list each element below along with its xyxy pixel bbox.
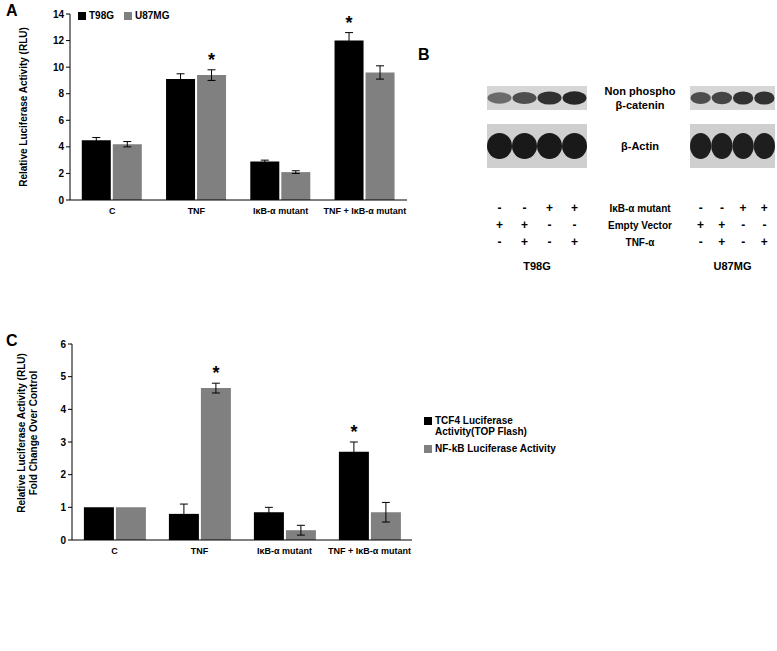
html-text:Relative Luciferase Activity (: Relative Luciferase Activity (RLU) xyxy=(16,353,27,513)
svg-text:4: 4 xyxy=(58,141,64,152)
svg-text:+: + xyxy=(697,218,704,232)
svg-text:*: * xyxy=(212,363,219,383)
svg-text:+: + xyxy=(546,201,553,215)
svg-text:TNF: TNF xyxy=(188,206,206,216)
svg-text:8: 8 xyxy=(58,88,64,99)
svg-text:TNF + IκB-α mutant: TNF + IκB-α mutant xyxy=(328,546,411,556)
svg-text:+: + xyxy=(740,201,747,215)
svg-text:TNF: TNF xyxy=(191,546,209,556)
svg-text:-: - xyxy=(741,218,745,232)
svg-text:12: 12 xyxy=(53,35,65,46)
svg-text:+: + xyxy=(496,218,503,232)
svg-text:+: + xyxy=(761,201,768,215)
html-text:U87MG: U87MG xyxy=(135,10,170,21)
svg-text:-: - xyxy=(573,218,577,232)
svg-text:10: 10 xyxy=(53,62,65,73)
svg-text:IκB-α mutant: IκB-α mutant xyxy=(609,203,671,214)
svg-text:Non phosphoβ-catenin: Non phosphoβ-catenin xyxy=(605,85,676,111)
svg-text:6: 6 xyxy=(58,115,64,126)
svg-text:*: * xyxy=(350,422,357,442)
svg-text:-: - xyxy=(548,218,552,232)
html-text:TCF4 Luciferase Activity(TOP F: TCF4 Luciferase Activity(TOP Flash) xyxy=(435,415,527,437)
svg-text:TNF-α: TNF-α xyxy=(626,237,656,248)
svg-text:-: - xyxy=(699,235,703,249)
svg-text:3: 3 xyxy=(60,437,66,448)
svg-text:*: * xyxy=(208,50,215,70)
svg-text:0: 0 xyxy=(58,195,64,206)
svg-text:+: + xyxy=(718,218,725,232)
html-text:NF-kB Luciferase Activity: NF-kB Luciferase Activity xyxy=(435,443,556,454)
html-text:Fold Change Over Control: Fold Change Over Control xyxy=(28,370,39,496)
svg-text:+: + xyxy=(521,218,528,232)
svg-text:B: B xyxy=(418,46,430,63)
svg-text:-: - xyxy=(548,235,552,249)
svg-text:0: 0 xyxy=(60,535,66,546)
html-text:Relative Luciferase Activity (: Relative Luciferase Activity (RLU) xyxy=(18,27,29,187)
svg-text:T98G: T98G xyxy=(523,260,551,272)
svg-text:IκB-α mutant: IκB-α mutant xyxy=(253,206,308,216)
svg-text:-: - xyxy=(741,235,745,249)
svg-text:+: + xyxy=(761,235,768,249)
svg-text:5: 5 xyxy=(60,371,66,382)
svg-text:1: 1 xyxy=(60,502,66,513)
svg-text:IκB-α mutant: IκB-α mutant xyxy=(257,546,312,556)
svg-text:*: * xyxy=(346,13,353,33)
html-text:A: A xyxy=(6,2,18,19)
svg-text:TNF + IκB-α mutant: TNF + IκB-α mutant xyxy=(323,206,406,216)
svg-text:U87MG: U87MG xyxy=(714,260,752,272)
svg-text:-: - xyxy=(762,218,766,232)
svg-text:14: 14 xyxy=(53,9,65,20)
svg-text:Empty Vector: Empty Vector xyxy=(608,220,672,231)
svg-text:4: 4 xyxy=(60,404,66,415)
svg-text:2: 2 xyxy=(60,469,66,480)
svg-text:+: + xyxy=(571,235,578,249)
svg-text:2: 2 xyxy=(58,168,64,179)
svg-text:+: + xyxy=(718,235,725,249)
svg-text:+: + xyxy=(521,235,528,249)
svg-text:-: - xyxy=(699,201,703,215)
svg-text:+: + xyxy=(571,201,578,215)
svg-text:-: - xyxy=(523,201,527,215)
svg-text:-: - xyxy=(720,201,724,215)
svg-text:C: C xyxy=(109,206,116,216)
svg-text:6: 6 xyxy=(60,339,66,350)
svg-text:-: - xyxy=(498,201,502,215)
svg-text:C: C xyxy=(111,546,118,556)
svg-text:-: - xyxy=(498,235,502,249)
html-text:C: C xyxy=(6,332,18,349)
html-text:T98G: T98G xyxy=(89,10,114,21)
svg-text:β-Actin: β-Actin xyxy=(621,140,659,152)
